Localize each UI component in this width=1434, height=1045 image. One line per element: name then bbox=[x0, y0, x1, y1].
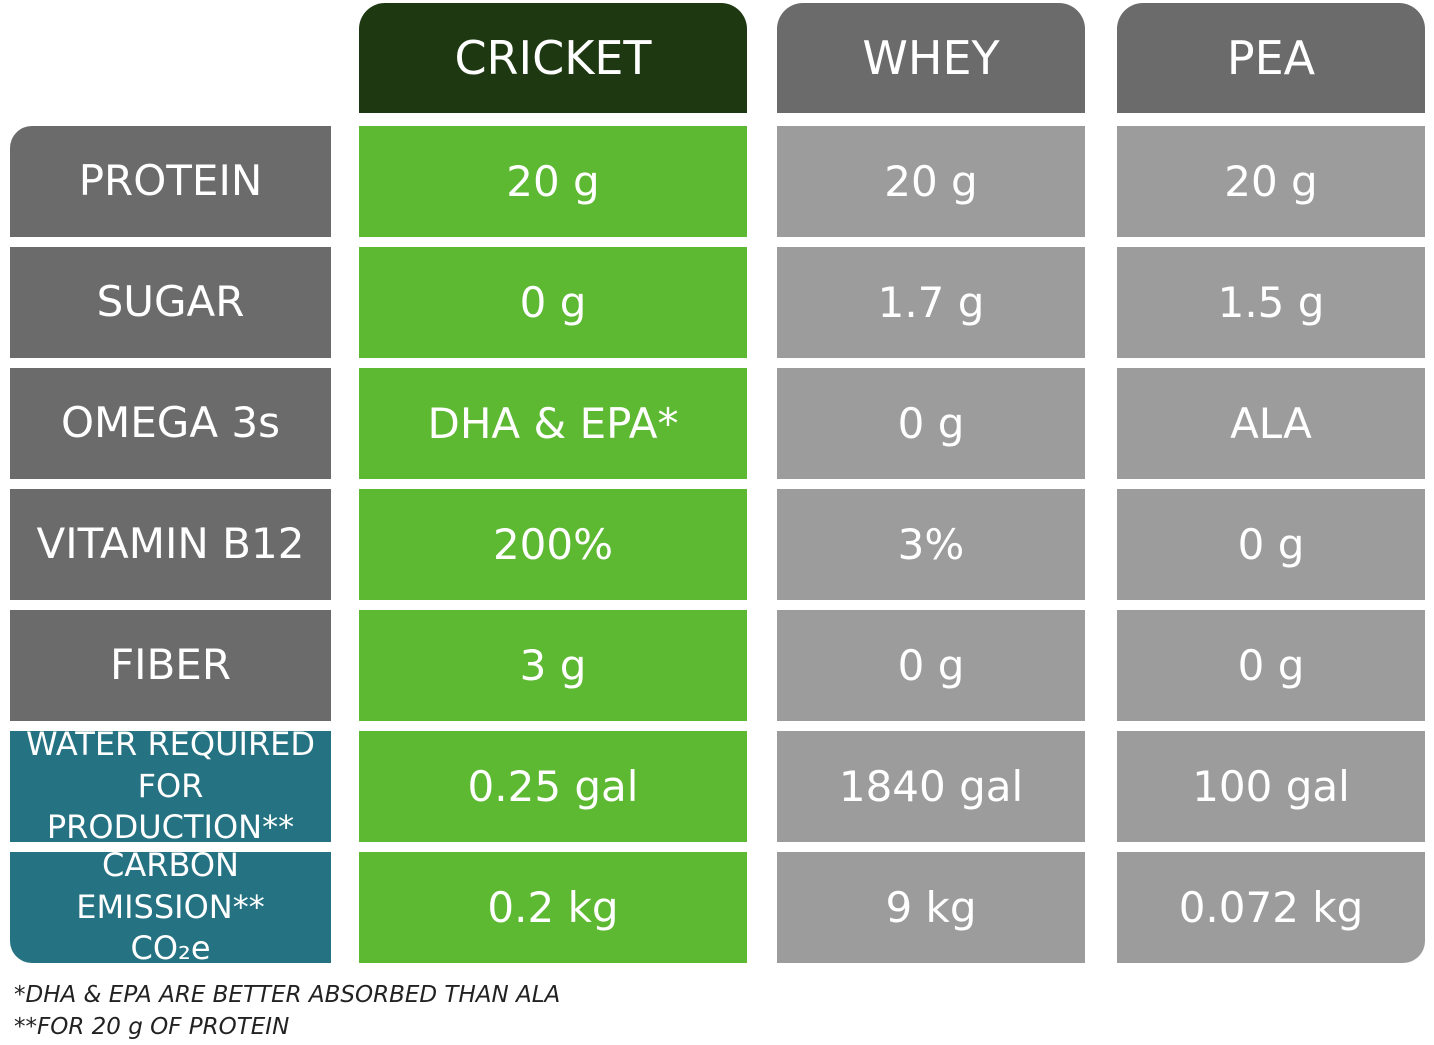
value-cell: 0.25 gal bbox=[359, 731, 747, 842]
row-label: FIBER bbox=[10, 610, 331, 721]
value-cell: 3% bbox=[777, 489, 1085, 600]
label-line: VITAMIN B12 bbox=[36, 519, 305, 569]
value-cell: 200% bbox=[359, 489, 747, 600]
row-label: WATER REQUIRED FOR PRODUCTION** bbox=[10, 725, 331, 846]
value-cell: 20 g bbox=[1117, 126, 1425, 237]
value-cell: 20 g bbox=[777, 126, 1085, 237]
label-line: CARBON EMISSION** bbox=[76, 846, 265, 926]
value-cell: 1.5 g bbox=[1117, 247, 1425, 358]
label-line: SUGAR bbox=[96, 277, 245, 327]
column-header: PEA bbox=[1117, 3, 1425, 113]
value-cell: 0 g bbox=[359, 247, 747, 358]
value-cell: 0 g bbox=[1117, 489, 1425, 600]
label-line: OMEGA 3s bbox=[60, 398, 281, 448]
value-cell: 0.072 kg bbox=[1117, 852, 1425, 963]
value-cell: 100 gal bbox=[1117, 731, 1425, 842]
value-cell: 1840 gal bbox=[777, 731, 1085, 842]
value-cell: ALA bbox=[1117, 368, 1425, 479]
row-label: PROTEIN bbox=[10, 126, 331, 237]
value-cell: 1.7 g bbox=[777, 247, 1085, 358]
row-label: CARBON EMISSION** CO₂e bbox=[10, 846, 331, 967]
value-cell: 20 g bbox=[359, 126, 747, 237]
footnote: **FOR 20 g OF PROTEIN bbox=[14, 1014, 290, 1040]
row-label: OMEGA 3s bbox=[10, 368, 331, 479]
row-label: VITAMIN B12 bbox=[10, 489, 331, 600]
column-header: CRICKET bbox=[359, 3, 747, 113]
row-label: SUGAR bbox=[10, 247, 331, 358]
value-cell: 9 kg bbox=[777, 852, 1085, 963]
label-line: FIBER bbox=[109, 640, 232, 690]
value-cell: 3 g bbox=[359, 610, 747, 721]
column-header: WHEY bbox=[777, 3, 1085, 113]
label-line: FOR PRODUCTION** bbox=[46, 766, 295, 847]
value-cell: 0.2 kg bbox=[359, 852, 747, 963]
value-cell: 0 g bbox=[777, 610, 1085, 721]
value-cell: 0 g bbox=[777, 368, 1085, 479]
label-line: PROTEIN bbox=[78, 156, 263, 206]
label-line: WATER REQUIRED bbox=[25, 725, 316, 764]
label-line: CO₂e bbox=[130, 929, 211, 968]
footnote: *DHA & EPA ARE BETTER ABSORBED THAN ALA bbox=[14, 982, 561, 1008]
value-cell: 0 g bbox=[1117, 610, 1425, 721]
value-cell: DHA & EPA* bbox=[359, 368, 747, 479]
